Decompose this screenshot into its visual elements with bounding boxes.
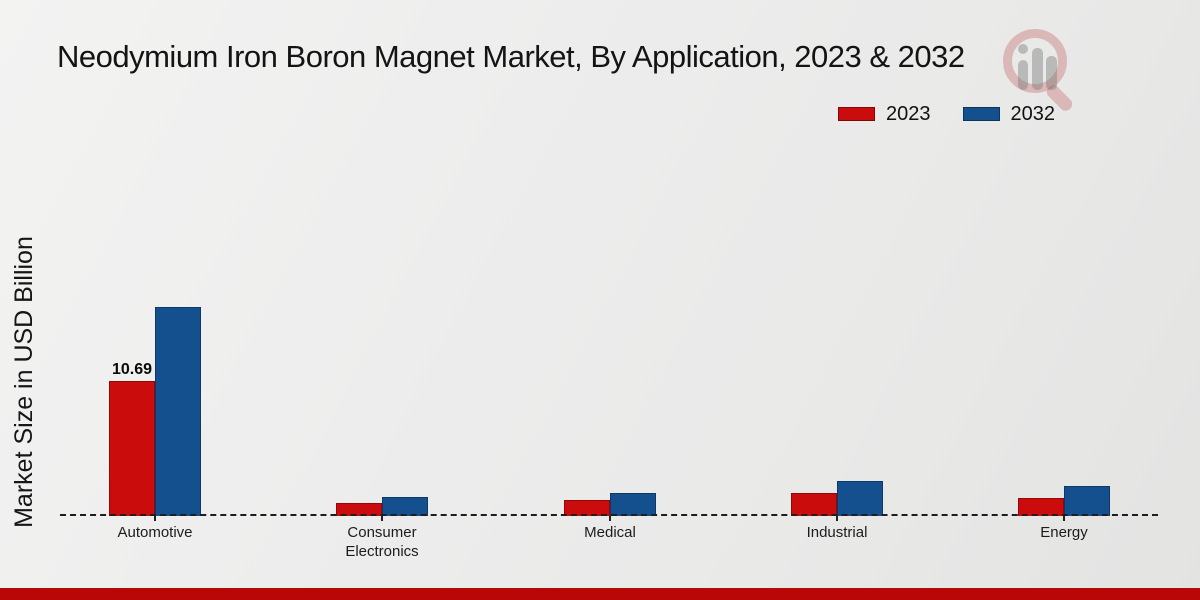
bar-2032-industrial — [837, 481, 883, 516]
watermark-bar-icon — [1032, 48, 1043, 90]
legend-label-2023: 2023 — [886, 102, 931, 125]
bar-2023-industrial — [791, 493, 837, 516]
x-axis-tick-energy — [1063, 516, 1065, 521]
chart-title: Neodymium Iron Boron Magnet Market, By A… — [57, 39, 965, 74]
bar-2032-automotive — [155, 307, 201, 516]
legend-swatch-2032 — [962, 107, 1000, 121]
category-label-consumer-electronics: Consumer Electronics — [345, 524, 419, 560]
watermark-bar-icon — [1046, 56, 1057, 90]
x-axis-tick-medical — [609, 516, 611, 521]
category-label-automotive: Automotive — [117, 524, 193, 541]
legend-swatch-2023 — [838, 107, 875, 121]
bar-2023-energy — [1018, 498, 1064, 516]
footer-accent-bar — [0, 588, 1200, 600]
x-axis-tick-automotive — [154, 516, 156, 521]
watermark-dot-icon — [1018, 44, 1028, 54]
legend: 2023 2032 — [838, 102, 1055, 126]
watermark-bar-icon — [1018, 60, 1028, 90]
y-axis-label: Market Size in USD Billion — [10, 236, 38, 528]
category-label-energy: Energy — [1040, 524, 1088, 541]
bar-2023-automotive — [109, 381, 155, 516]
bar-2023-medical — [564, 500, 610, 516]
legend-label-2032: 2032 — [1010, 102, 1056, 125]
bar-2032-medical — [610, 493, 656, 516]
bar-2032-energy — [1064, 486, 1110, 516]
legend-item-2023: 2023 — [838, 103, 931, 126]
x-axis-tick-consumer-electronics — [381, 516, 383, 521]
bar-2023-consumer-electronics — [336, 503, 382, 516]
category-label-medical: Medical — [584, 524, 636, 541]
category-label-industrial: Industrial — [806, 524, 868, 541]
legend-item-2032: 2032 — [962, 102, 1056, 126]
bar-2032-consumer-electronics — [382, 497, 428, 516]
magnifier-ring-icon — [1003, 29, 1067, 93]
x-axis-tick-industrial — [836, 516, 838, 521]
x-axis-baseline — [60, 514, 1158, 516]
bar-value-label-automotive: 10.69 — [111, 361, 153, 378]
